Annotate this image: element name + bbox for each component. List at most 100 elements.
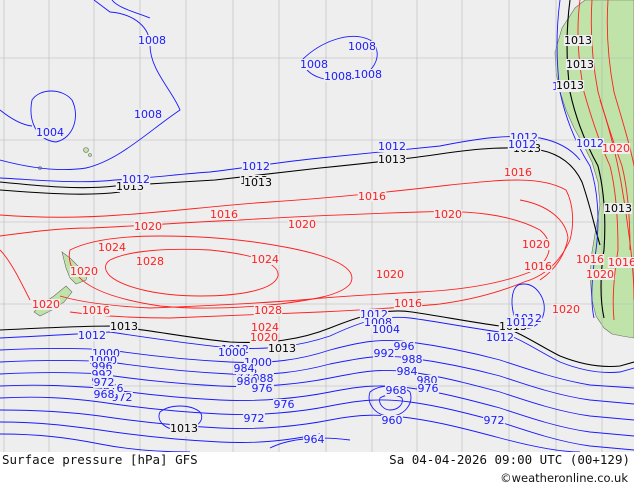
- isobar-label: 1020: [434, 208, 462, 221]
- label-backdrop: [93, 389, 115, 400]
- label-backdrop: [417, 383, 439, 394]
- label-backdrop: [357, 191, 387, 202]
- label-backdrop: [601, 143, 631, 154]
- isobar-label: 1000: [218, 346, 246, 359]
- isobar-label: 1013: [566, 58, 594, 71]
- isobar-label: 1008: [324, 70, 352, 83]
- label-backdrop: [347, 41, 377, 52]
- label-backdrop: [236, 376, 258, 387]
- label-backdrop: [133, 221, 163, 232]
- isobar-label: 976: [418, 382, 439, 395]
- isobar-line: [301, 35, 378, 81]
- label-backdrop: [565, 59, 595, 70]
- isobar-line: [0, 409, 581, 452]
- isobar-label: 1020: [32, 298, 60, 311]
- isobar-label: 1004: [372, 323, 400, 336]
- label-backdrop: [433, 209, 463, 220]
- isobar-label: 1013: [170, 422, 198, 435]
- isobar-label: 972: [112, 391, 133, 404]
- label-backdrop: [607, 257, 634, 268]
- isobar-labels: 1008 100810081008100810041008101310121012…: [31, 34, 634, 446]
- label-backdrop: [287, 219, 317, 230]
- isobar-label: 1016: [82, 304, 110, 317]
- copyright: ©weatheronline.co.uk: [500, 471, 628, 485]
- label-backdrop: [483, 415, 505, 426]
- isobar-label: 1016: [210, 208, 238, 221]
- label-backdrop: [102, 383, 124, 394]
- isobar-line: [0, 189, 121, 195]
- isobar-label: 1013: [556, 79, 584, 92]
- label-backdrop: [505, 317, 535, 328]
- isobar-label: 972: [94, 376, 115, 389]
- label-backdrop: [243, 177, 273, 188]
- label-backdrop: [485, 332, 515, 343]
- isobar-label: 968: [94, 388, 115, 401]
- isobar-label: 1008: [348, 40, 376, 53]
- label-backdrop: [31, 299, 61, 310]
- label-backdrop: [233, 363, 255, 374]
- label-backdrop: [137, 35, 167, 46]
- isobar-line: [158, 405, 203, 431]
- label-backdrop: [551, 304, 581, 315]
- label-backdrop: [121, 174, 151, 185]
- isobar-label: 1020: [70, 265, 98, 278]
- isobar-label: 968: [386, 384, 407, 397]
- label-backdrop: [563, 35, 593, 46]
- label-backdrop: [93, 377, 115, 388]
- isobar-line: [0, 109, 33, 127]
- label-backdrop: [91, 369, 113, 380]
- label-backdrop: [97, 242, 127, 253]
- isobar-label: 1012: [576, 137, 604, 150]
- label-backdrop: [209, 209, 239, 220]
- isobar-label: 1013: [604, 202, 632, 215]
- label-backdrop: [250, 254, 280, 265]
- label-backdrop: [603, 203, 633, 214]
- label-backdrop: [555, 80, 585, 91]
- label-backdrop: [303, 434, 325, 445]
- isobar-label: 1028: [136, 255, 164, 268]
- label-backdrop: [371, 324, 401, 335]
- label-backdrop: [523, 261, 553, 272]
- label-backdrop: [253, 305, 283, 316]
- label-backdrop: [77, 330, 107, 341]
- label-backdrop: [69, 266, 99, 277]
- label-backdrop: [81, 305, 111, 316]
- label-backdrop: [323, 71, 353, 82]
- map-title: Surface pressure [hPa] GFS: [2, 452, 198, 467]
- label-backdrop: [575, 254, 605, 265]
- label-backdrop: [393, 341, 415, 352]
- isobar-label: 1012: [242, 160, 270, 173]
- isobar-label: 1016: [608, 256, 634, 269]
- isobar-line: [0, 249, 31, 301]
- isobar-line: [0, 433, 191, 452]
- isobar-line: [68, 235, 353, 309]
- isobar-line: [519, 199, 569, 281]
- label-backdrop: [243, 357, 273, 368]
- isobar-line: [111, 0, 151, 19]
- label-backdrop: [377, 154, 407, 165]
- label-backdrop: [521, 239, 551, 250]
- label-backdrop: [575, 138, 605, 149]
- label-backdrop: [373, 348, 395, 359]
- label-backdrop: [363, 317, 393, 328]
- label-backdrop: [135, 256, 165, 267]
- isobar-label: 1012: [486, 331, 514, 344]
- label-backdrop: [393, 298, 423, 309]
- label-backdrop: [241, 161, 271, 172]
- isobar-label: 1008: [138, 34, 166, 47]
- label-backdrop: [377, 141, 407, 152]
- label-backdrop: [396, 366, 418, 377]
- valid-time: Sa 04-04-2026 09:00 UTC (00+129): [389, 452, 630, 467]
- label-backdrop: [91, 348, 121, 359]
- label-backdrop: [509, 132, 539, 143]
- isobar-label: 996: [394, 340, 415, 353]
- label-backdrop: [249, 332, 279, 343]
- isobar-line: [105, 248, 279, 297]
- isobar-line: [0, 316, 634, 373]
- isobar-label: 1012: [122, 173, 150, 186]
- label-backdrop: [88, 355, 118, 366]
- isobar-label: 984: [397, 365, 418, 378]
- isobar-label: 1012: [508, 138, 536, 151]
- label-backdrop: [115, 181, 145, 192]
- isobar-label: 1020: [288, 218, 316, 231]
